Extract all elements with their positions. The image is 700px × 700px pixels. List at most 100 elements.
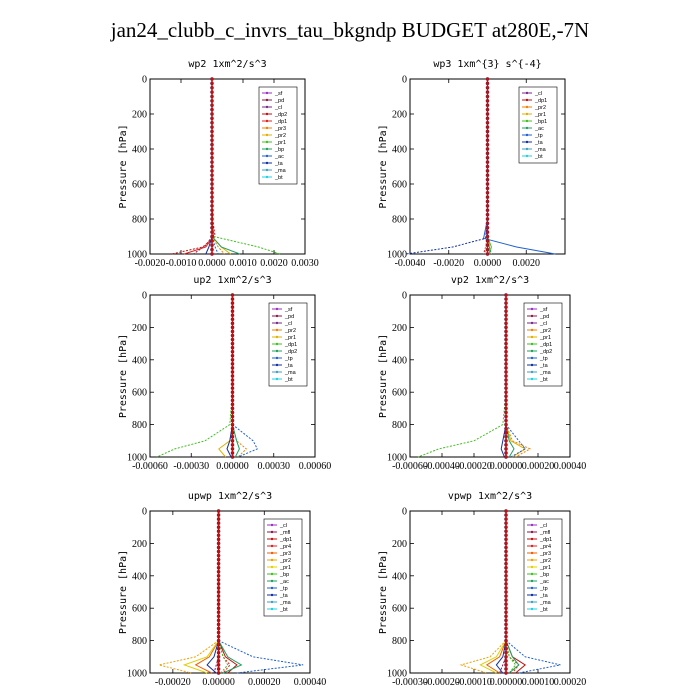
legend-marker <box>270 544 274 548</box>
legend-marker <box>270 572 274 576</box>
legend-marker <box>530 565 534 569</box>
legend-marker <box>275 363 279 367</box>
legend-entry: _pr2 <box>279 558 291 564</box>
y-tick-label: 0 <box>402 507 407 518</box>
y-tick-label: 0 <box>142 507 147 518</box>
y-tick-label: 800 <box>392 420 407 431</box>
x-tick-label: 0.00020 <box>248 677 281 688</box>
x-tick-label: 0.00000 <box>490 461 523 472</box>
series-line-pr1 <box>218 295 233 458</box>
x-tick-label: 0.00020 <box>554 677 587 688</box>
legend-entry: _pr3 <box>539 551 551 557</box>
legend-entry: _pd <box>274 98 284 104</box>
legend-entry: _ac <box>534 126 544 132</box>
plot-frame <box>149 510 311 674</box>
legend-marker <box>530 349 534 353</box>
y-tick-label: 800 <box>132 636 147 647</box>
legend-entry: _ma <box>539 600 552 606</box>
legend-entry: _pr1 <box>539 335 551 341</box>
y-tick-label: 600 <box>132 180 147 191</box>
chart-panel-vp2: vp2 1xm^2/s^3 Pressure [hPa] 0 200 400 600 800… <box>378 275 586 472</box>
legend-entry: _ta <box>279 593 289 599</box>
y-tick-label: 400 <box>132 355 147 366</box>
legend-entry: _ma <box>534 147 547 153</box>
x-tick-label: -0.00020 <box>155 677 191 688</box>
legend-entry: _ac <box>274 154 284 160</box>
legend-marker <box>530 593 534 597</box>
series-line-pd <box>193 79 213 255</box>
legend-marker <box>265 98 269 102</box>
legend-marker <box>265 147 269 151</box>
series-line-dp1 <box>183 79 215 255</box>
chart-panel-vpwp: vpwp 1xm^2/s^3 Pressure [hPa] 0 200 400 600 80… <box>378 491 586 688</box>
y-axis-label: Pressure [hPa] <box>118 550 129 634</box>
legend-marker <box>530 321 534 325</box>
legend-marker <box>275 307 279 311</box>
legend-marker <box>530 579 534 583</box>
y-tick-label: 200 <box>132 539 147 550</box>
legend-marker <box>530 370 534 374</box>
legend-marker <box>275 349 279 353</box>
legend-entry: _tp <box>539 586 548 592</box>
legend-entry: _tp <box>279 586 288 592</box>
series-line-pr3 <box>485 511 507 674</box>
x-tick-label: -0.00060 <box>132 461 168 472</box>
x-tick-label: -0.00030 <box>392 677 428 688</box>
panel-title: vp2 1xm^2/s^3 <box>451 275 529 286</box>
legend-marker <box>275 328 279 332</box>
legend-entry: _dp1 <box>539 537 552 543</box>
x-tick-label: 0.00000 <box>216 461 249 472</box>
panel-title: wp3 1xm^{3} s^{-4} <box>433 59 541 70</box>
y-axis-label: Pressure [hPa] <box>118 124 129 208</box>
legend-entry: _pd <box>284 314 294 320</box>
y-tick-label: 600 <box>132 388 147 399</box>
legend-marker <box>275 370 279 374</box>
legend-entry: _pr4 <box>279 544 291 550</box>
legend-entry: _cl <box>534 91 542 97</box>
legend-entry: _bp <box>539 572 549 578</box>
legend-entry: _dp2 <box>539 349 552 355</box>
legend-marker <box>530 328 534 332</box>
legend-marker <box>525 133 529 137</box>
legend-marker <box>525 147 529 151</box>
legend-marker <box>530 537 534 541</box>
y-tick-label: 1000 <box>127 669 147 680</box>
legend-marker <box>270 579 274 583</box>
legend-entry: _pr1 <box>284 335 296 341</box>
panel-title: up2 1xm^2/s^3 <box>193 275 271 286</box>
legend-marker <box>270 593 274 597</box>
legend-entry: _tp <box>539 356 548 362</box>
legend-marker <box>275 314 279 318</box>
legend-entry: _dp1 <box>274 119 287 125</box>
legend-entry: _bt <box>534 154 543 160</box>
legend-marker <box>525 112 529 116</box>
legend-marker <box>270 523 274 527</box>
legend-marker <box>275 335 279 339</box>
x-tick-label: 0.0000 <box>474 258 502 269</box>
series-line-pr2 <box>211 79 231 255</box>
legend-marker <box>265 112 269 116</box>
legend-entry: _pr1 <box>539 565 551 571</box>
legend-entry: _ta <box>539 363 549 369</box>
legend-entry: _sf <box>284 307 293 313</box>
y-tick-label: 800 <box>392 636 407 647</box>
series-line-dp1 <box>156 295 233 458</box>
legend-entry: _sf <box>539 307 548 313</box>
series-line-pr1 <box>479 511 507 674</box>
x-tick-label: -0.00040 <box>424 461 460 472</box>
series-line-ta <box>406 79 488 255</box>
series-line-bp <box>211 79 241 255</box>
panel-title: upwp 1xm^2/s^3 <box>188 491 272 502</box>
legend-entry: _pr1 <box>274 140 286 146</box>
legend-entry: _pr3 <box>274 126 286 132</box>
y-tick-label: 200 <box>132 110 147 121</box>
legend-marker <box>265 133 269 137</box>
legend-entry: _ta <box>274 161 284 167</box>
legend-entry: _cl <box>284 321 292 327</box>
chart-panel-upwp: upwp 1xm^2/s^3 Pressure [hPa] 0 200 400 600 80… <box>118 491 326 688</box>
legend-marker <box>270 537 274 541</box>
y-tick-label: 800 <box>132 420 147 431</box>
legend-marker <box>530 600 534 604</box>
legend-marker <box>530 307 534 311</box>
x-tick-label: -0.0010 <box>166 258 197 269</box>
